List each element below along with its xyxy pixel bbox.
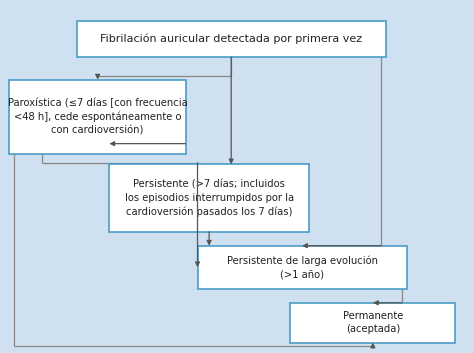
- FancyBboxPatch shape: [9, 80, 186, 154]
- Text: Paroxística (≤7 días [con frecuencia
<48 h], cede espontáneamente o
con cardiove: Paroxística (≤7 días [con frecuencia <48…: [8, 98, 188, 136]
- FancyBboxPatch shape: [109, 164, 309, 232]
- Text: Fibrilación auricular detectada por primera vez: Fibrilación auricular detectada por prim…: [100, 34, 362, 44]
- Text: Persistente de larga evolución
(>1 año): Persistente de larga evolución (>1 año): [227, 255, 377, 279]
- FancyBboxPatch shape: [77, 21, 386, 57]
- Text: Persistente (>7 días; incluidos
los episodios interrumpidos por la
cardioversión: Persistente (>7 días; incluidos los epis…: [125, 179, 294, 217]
- FancyBboxPatch shape: [198, 246, 407, 289]
- FancyBboxPatch shape: [291, 303, 456, 342]
- Text: Permanente
(aceptada): Permanente (aceptada): [343, 311, 403, 334]
